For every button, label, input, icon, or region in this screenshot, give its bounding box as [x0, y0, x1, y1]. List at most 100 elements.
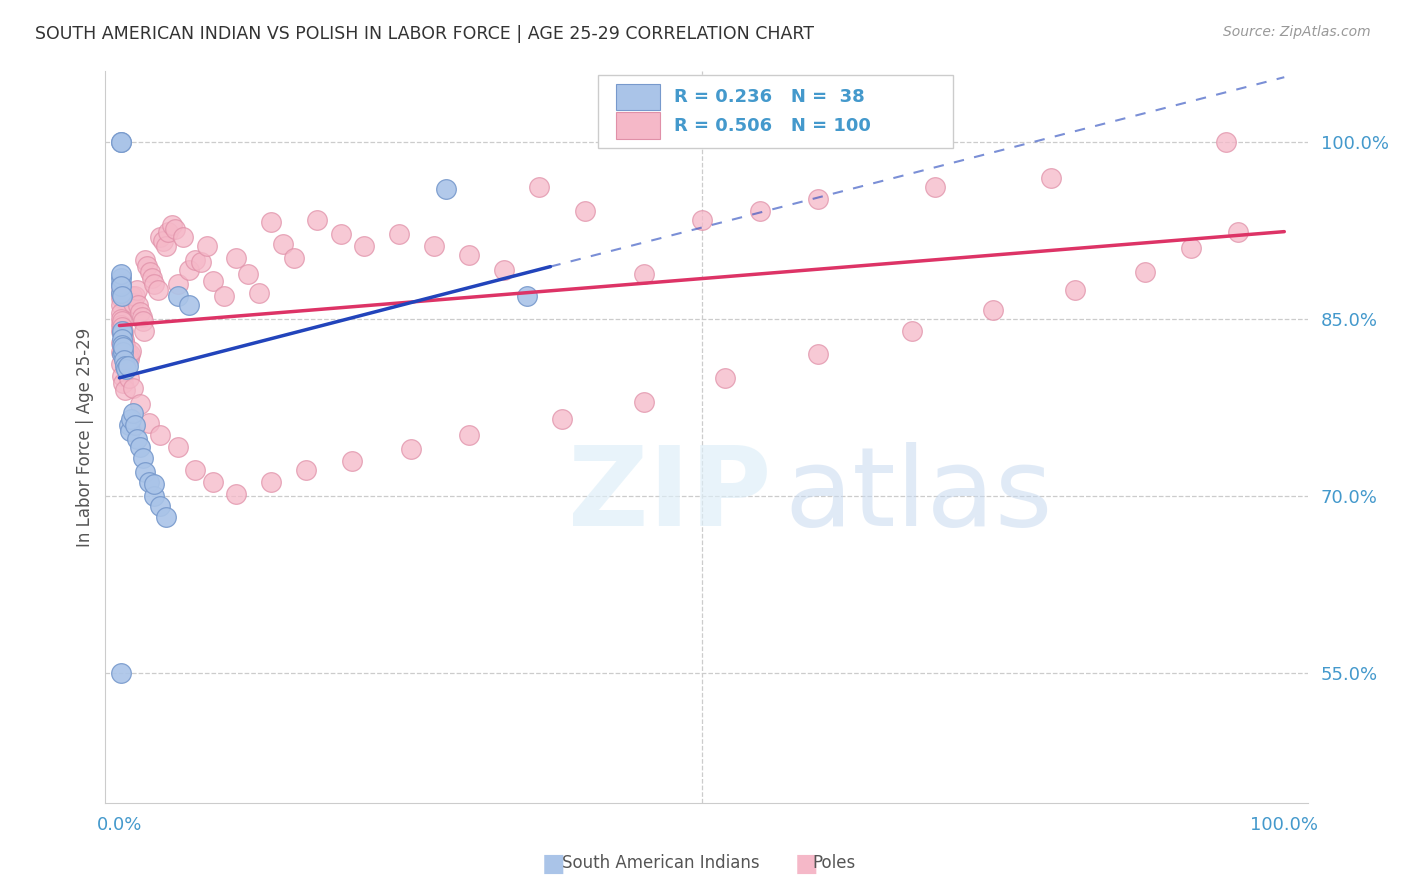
Point [118, 371, 141, 385]
Point [152, 234, 174, 248]
Point [110, 335, 132, 350]
Point [807, 347, 830, 361]
Point [1180, 241, 1202, 255]
Point [110, 279, 132, 293]
Point [117, 347, 139, 361]
Point [633, 394, 655, 409]
Point [143, 477, 166, 491]
Point [110, 270, 132, 285]
Point [111, 324, 134, 338]
Point [166, 277, 188, 291]
Point [388, 227, 411, 242]
Point [155, 510, 177, 524]
Point [138, 265, 160, 279]
Point [149, 229, 172, 244]
Point [110, 318, 132, 332]
Point [160, 218, 183, 232]
Text: Poles: Poles [813, 855, 856, 872]
Point [114, 338, 136, 352]
Point [112, 334, 135, 348]
Point [118, 352, 141, 367]
Text: SOUTH AMERICAN INDIAN VS POLISH IN LABOR FORCE | AGE 25-29 CORRELATION CHART: SOUTH AMERICAN INDIAN VS POLISH IN LABOR… [35, 25, 814, 43]
Point [173, 229, 195, 244]
Point [114, 359, 136, 374]
Text: South American Indians: South American Indians [562, 855, 761, 872]
Point [149, 427, 172, 442]
Point [551, 412, 574, 426]
Text: atlas: atlas [785, 442, 1053, 549]
Point [122, 407, 145, 421]
Point [118, 424, 141, 438]
Point [111, 314, 134, 328]
Text: ZIP: ZIP [568, 442, 772, 549]
Point [111, 345, 134, 359]
Point [342, 453, 364, 467]
Point [110, 357, 132, 371]
Point [146, 283, 169, 297]
Text: ■: ■ [541, 852, 565, 875]
Point [690, 213, 713, 227]
Point [138, 416, 160, 430]
Point [110, 312, 132, 326]
Point [184, 253, 207, 268]
Point [271, 236, 294, 251]
Point [115, 343, 138, 357]
Point [110, 286, 132, 301]
Point [165, 222, 187, 236]
Point [131, 310, 153, 324]
Point [143, 489, 166, 503]
Point [166, 288, 188, 302]
Point [111, 340, 134, 354]
Point [574, 203, 596, 218]
Point [527, 180, 550, 194]
Point [134, 466, 156, 480]
FancyBboxPatch shape [616, 112, 659, 139]
Point [111, 332, 134, 346]
Point [124, 418, 146, 433]
Point [110, 306, 132, 320]
FancyBboxPatch shape [599, 75, 953, 148]
Point [111, 324, 134, 338]
Text: ■: ■ [794, 852, 818, 875]
Point [492, 262, 515, 277]
Text: R = 0.236   N =  38: R = 0.236 N = 38 [673, 88, 865, 106]
Point [114, 383, 136, 397]
Point [136, 259, 159, 273]
Y-axis label: In Labor Force | Age 25-29: In Labor Force | Age 25-29 [76, 327, 94, 547]
Point [260, 215, 283, 229]
Point [166, 440, 188, 454]
Point [307, 213, 329, 227]
Point [118, 418, 141, 433]
Text: R = 0.506   N = 100: R = 0.506 N = 100 [673, 117, 870, 135]
Point [247, 286, 270, 301]
Point [225, 251, 247, 265]
Point [129, 305, 152, 319]
Point [184, 463, 207, 477]
Point [132, 451, 155, 466]
Point [112, 353, 135, 368]
Point [110, 135, 132, 149]
Point [111, 320, 134, 334]
Text: Source: ZipAtlas.com: Source: ZipAtlas.com [1223, 25, 1371, 39]
Point [110, 279, 132, 293]
Point [1063, 283, 1085, 297]
Point [110, 277, 132, 291]
Point [1226, 225, 1249, 239]
Point [110, 298, 132, 312]
Point [121, 288, 143, 302]
Point [155, 239, 177, 253]
Point [110, 288, 132, 302]
Point [190, 255, 212, 269]
Point [1133, 265, 1156, 279]
Point [924, 180, 946, 194]
Point [201, 274, 224, 288]
Point [127, 298, 149, 312]
Point [714, 371, 737, 385]
FancyBboxPatch shape [616, 84, 659, 111]
Point [260, 475, 283, 489]
Point [141, 270, 163, 285]
Point [110, 324, 132, 338]
Point [900, 324, 922, 338]
Point [110, 286, 132, 301]
Point [457, 248, 479, 262]
